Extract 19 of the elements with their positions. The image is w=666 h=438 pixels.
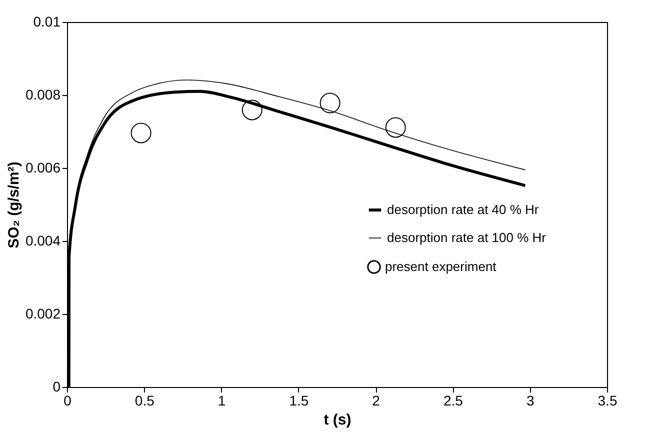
x-tick-label: 2 — [372, 392, 380, 408]
x-axis-title: t (s) — [324, 412, 352, 428]
x-tick-label: 3 — [526, 392, 534, 408]
y-tick-label: 0.01 — [33, 14, 61, 30]
x-tick-label: 3.5 — [598, 392, 618, 408]
x-tick-label: 1 — [218, 392, 226, 408]
y-tick-label: 0.002 — [25, 306, 61, 322]
legend-label: desorption rate at 40 % Hr — [387, 202, 540, 217]
y-tick-label: 0.004 — [25, 232, 61, 248]
x-tick-label: 2.5 — [443, 392, 464, 408]
legend-label: desorption rate at 100 % Hr — [387, 230, 547, 245]
x-tick-label: 1.5 — [289, 392, 309, 408]
y-tick-label: 0 — [52, 378, 61, 394]
x-tick-label: 0.5 — [134, 392, 155, 408]
legend-label: present experiment — [385, 259, 497, 274]
x-tick-label: 0 — [64, 392, 72, 408]
y-axis-title: SO₂ (g/s/m²) — [5, 162, 22, 248]
y-tick-label: 0.006 — [25, 160, 61, 176]
y-tick-label: 0.008 — [25, 86, 61, 102]
